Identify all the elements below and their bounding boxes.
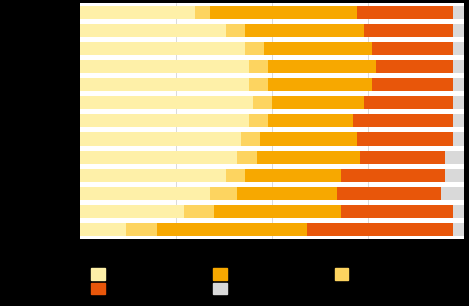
- Bar: [453, 24, 464, 37]
- Bar: [376, 60, 453, 73]
- Bar: [245, 169, 341, 182]
- Bar: [372, 42, 453, 55]
- Bar: [453, 60, 464, 73]
- Bar: [80, 223, 126, 236]
- Bar: [268, 114, 353, 127]
- Bar: [80, 78, 249, 91]
- Bar: [453, 114, 464, 127]
- Bar: [214, 205, 341, 218]
- Bar: [453, 78, 464, 91]
- Bar: [237, 187, 337, 200]
- Bar: [226, 24, 245, 37]
- Bar: [249, 78, 268, 91]
- Bar: [445, 151, 464, 164]
- Bar: [126, 223, 157, 236]
- Bar: [80, 132, 241, 146]
- Bar: [80, 187, 211, 200]
- Bar: [441, 187, 464, 200]
- Bar: [80, 60, 249, 73]
- Bar: [257, 151, 361, 164]
- Bar: [453, 96, 464, 109]
- Bar: [453, 132, 464, 146]
- Bar: [272, 96, 364, 109]
- Bar: [249, 60, 268, 73]
- Bar: [183, 205, 214, 218]
- Bar: [372, 78, 453, 91]
- Bar: [260, 132, 356, 146]
- Bar: [245, 42, 265, 55]
- Bar: [80, 114, 249, 127]
- Bar: [80, 96, 253, 109]
- Bar: [453, 6, 464, 19]
- Bar: [356, 132, 453, 146]
- Bar: [356, 6, 453, 19]
- Bar: [245, 24, 364, 37]
- Bar: [337, 187, 441, 200]
- Bar: [445, 169, 464, 182]
- Bar: [364, 96, 453, 109]
- Bar: [364, 24, 453, 37]
- Bar: [195, 6, 211, 19]
- Bar: [249, 114, 268, 127]
- Bar: [241, 132, 260, 146]
- Bar: [211, 187, 237, 200]
- Bar: [268, 60, 376, 73]
- Bar: [237, 151, 257, 164]
- Bar: [80, 6, 195, 19]
- Bar: [453, 205, 464, 218]
- Bar: [253, 96, 272, 109]
- Bar: [80, 169, 226, 182]
- Bar: [453, 223, 464, 236]
- Bar: [80, 42, 245, 55]
- Bar: [341, 205, 453, 218]
- Bar: [265, 42, 372, 55]
- Bar: [353, 114, 453, 127]
- Bar: [268, 78, 372, 91]
- Bar: [341, 169, 445, 182]
- Bar: [157, 223, 307, 236]
- Bar: [307, 223, 453, 236]
- Bar: [226, 169, 245, 182]
- Bar: [361, 151, 445, 164]
- Bar: [453, 42, 464, 55]
- Bar: [211, 6, 356, 19]
- Bar: [80, 205, 183, 218]
- Bar: [80, 151, 237, 164]
- Bar: [80, 24, 226, 37]
